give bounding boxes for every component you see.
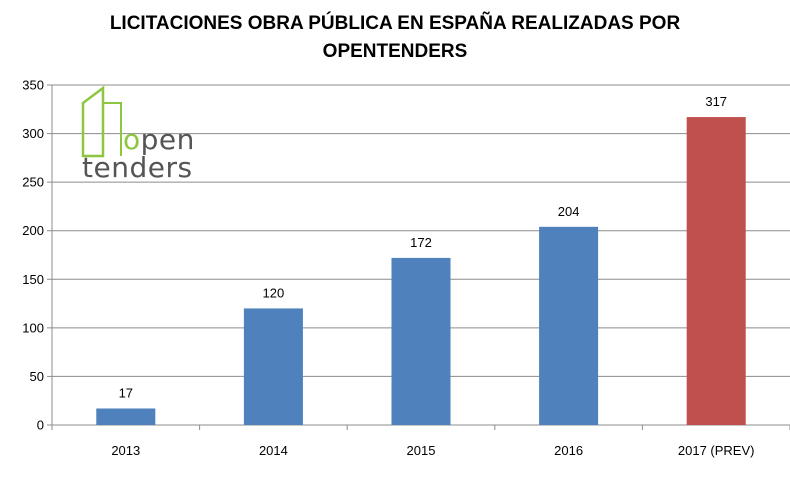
x-tick-label-2017-prev-: 2017 (PREV)	[678, 443, 755, 458]
y-tick-label-250: 250	[22, 175, 44, 190]
chart-title: LICITACIONES OBRA PÚBLICA EN ESPAÑA REAL…	[0, 10, 790, 66]
x-tick-label-2013: 2013	[111, 443, 140, 458]
data-label-2014: 120	[263, 285, 285, 300]
logo-word-open: open	[123, 123, 195, 156]
bar-2016	[539, 226, 599, 425]
x-tick-label-2015: 2015	[407, 443, 436, 458]
axes: 0 50 100 150 200 250 300 350	[22, 78, 790, 433]
bar-2014	[243, 308, 303, 425]
chart-title-line-1: LICITACIONES OBRA PÚBLICA EN ESPAÑA REAL…	[109, 13, 681, 34]
y-tick-label-150: 150	[22, 272, 44, 287]
x-tick-label-2016: 2016	[554, 443, 583, 458]
labels: 2013 17 2014 120 2015 172 2016 204 2017 (PREV) 31…	[111, 94, 754, 458]
gridlines	[52, 84, 790, 377]
opentenders-logo: open tenders	[81, 85, 195, 184]
data-label-2013: 17	[119, 385, 133, 400]
bars	[96, 117, 746, 426]
y-tick-label-350: 350	[22, 78, 44, 93]
logo-pen-letters: pen	[141, 123, 195, 156]
door-icon	[81, 85, 122, 158]
bar-2015	[391, 257, 451, 425]
logo-word-tenders: tenders	[82, 151, 193, 184]
data-label-2016: 204	[558, 204, 580, 219]
y-tick-label-100: 100	[22, 320, 44, 335]
y-tick-label-200: 200	[22, 223, 44, 238]
logo-o-letter: o	[123, 123, 141, 156]
bar-2017-prev-	[686, 117, 746, 426]
y-tick-label-300: 300	[22, 126, 44, 141]
chart-title-line-2: OPENTENDERS	[322, 41, 468, 62]
data-label-2015: 172	[410, 235, 432, 250]
data-label-2017-prev-: 317	[705, 94, 727, 109]
y-tick-label-0: 0	[37, 418, 44, 433]
x-tick-label-2014: 2014	[259, 443, 288, 458]
y-tick-label-50: 50	[30, 369, 44, 384]
bar-2013	[96, 408, 156, 425]
